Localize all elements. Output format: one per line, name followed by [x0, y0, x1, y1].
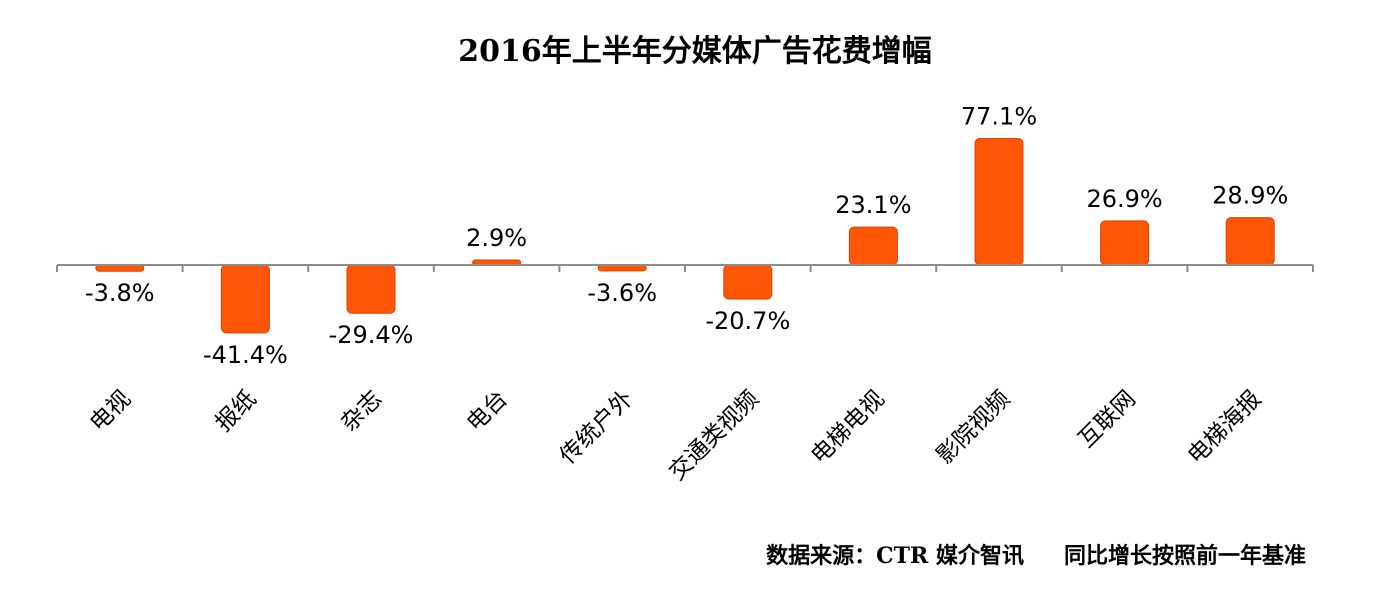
x-axis	[56, 264, 1314, 272]
category-label: 电台	[462, 386, 513, 437]
bar	[220, 264, 270, 334]
bar	[848, 226, 898, 266]
data-label: -3.8%	[85, 279, 155, 307]
data-label: -29.4%	[329, 321, 414, 349]
data-label: 28.9%	[1212, 182, 1288, 210]
bar	[346, 264, 396, 314]
category-labels: 电视 报纸 杂志 电台 传统户外 交通类视频 电梯电视 影院视频 互联网 电梯海报	[85, 386, 1266, 486]
source-text: 数据来源：CTR 媒介智讯	[766, 543, 1024, 569]
data-label: 77.1%	[961, 103, 1037, 131]
data-label: 23.1%	[835, 191, 911, 219]
data-label: -20.7%	[705, 307, 790, 335]
source-footer: 数据来源：CTR 媒介智讯 同比增长按照前一年基准	[766, 538, 1306, 570]
category-label: 交通类视频	[664, 386, 764, 486]
data-label: 26.9%	[1086, 185, 1162, 213]
category-label: 互联网	[1074, 386, 1141, 453]
bar	[1225, 217, 1275, 266]
category-label: 电梯电视	[806, 386, 889, 469]
data-label: -41.4%	[203, 341, 288, 369]
data-labels: -3.8% -41.4% -29.4% 2.9% -3.6% -20.7% 23.1% 77.…	[85, 103, 1288, 369]
baseline-note: 同比增长按照前一年基准	[1063, 543, 1306, 569]
bars-layer	[95, 138, 1275, 334]
category-label: 电视	[85, 386, 136, 437]
data-label: 2.9%	[466, 224, 527, 252]
category-label: 传统户外	[555, 386, 638, 469]
chart-title: 2016年上半年分媒体广告花费增幅	[458, 34, 932, 69]
category-label: 报纸	[211, 386, 262, 437]
data-label: -3.6%	[587, 279, 657, 307]
bar	[723, 264, 773, 300]
bar	[974, 138, 1024, 266]
bar	[1100, 220, 1150, 266]
category-label: 影院视频	[932, 386, 1015, 469]
category-label: 电梯海报	[1183, 386, 1266, 469]
category-label: 杂志	[336, 386, 387, 437]
